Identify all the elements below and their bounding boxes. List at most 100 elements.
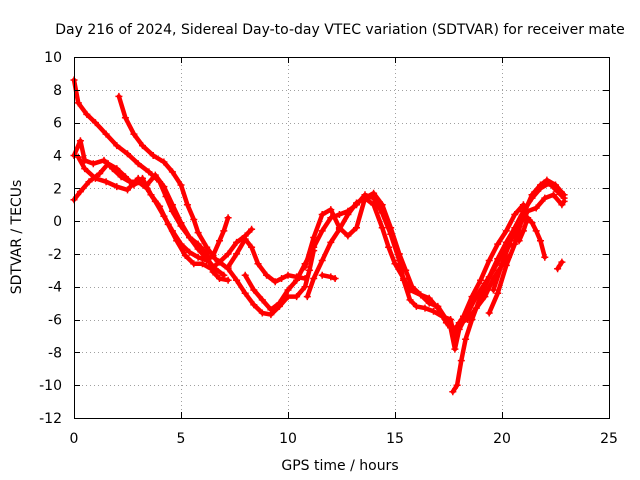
data-point-plus [81, 165, 89, 173]
data-point-plus [541, 194, 549, 202]
data-point-plus [121, 173, 129, 181]
data-point-plus [485, 309, 493, 317]
tick-labels: 0 5 10 15 20 25 -12 -10 -8 -6 -4 -2 0 2 4 6 8 10 [39, 50, 618, 447]
data-point-plus [91, 174, 99, 182]
data-point-plus [502, 227, 510, 235]
data-point-plus [502, 261, 510, 269]
data-point-plus [331, 275, 339, 282]
data-point-plus [303, 293, 311, 301]
data-point-plus [216, 237, 223, 245]
data-point-plus [560, 191, 568, 199]
y-tick-label: -4 [48, 280, 62, 296]
data-point-plus [241, 235, 249, 243]
data-point-plus [453, 381, 461, 389]
data-point-plus [74, 99, 82, 107]
x-tick-label: 5 [177, 431, 186, 447]
series-track-14 [515, 214, 549, 261]
data-point-plus [460, 312, 467, 320]
data-point-plus [400, 275, 408, 282]
data-point-plus [494, 255, 502, 263]
data-point-plus [74, 153, 82, 161]
data-point-plus [181, 252, 189, 259]
data-point-plus [134, 174, 142, 182]
data-point-plus [485, 273, 493, 281]
data-point-plus [421, 304, 429, 312]
series-track-10 [318, 271, 339, 282]
data-point-plus [318, 211, 326, 218]
data-point-plus [310, 275, 318, 282]
data-point-plus [344, 211, 352, 218]
series-line [450, 181, 567, 394]
data-point-plus [248, 243, 256, 251]
data-point-plus [494, 289, 502, 297]
data-point-plus [554, 265, 562, 273]
data-point-plus [194, 240, 202, 248]
data-point-plus [385, 243, 393, 251]
data-point-plus [216, 258, 223, 266]
data-point-plus [318, 227, 326, 235]
data-point-plus [462, 335, 470, 343]
x-tick-label: 20 [493, 431, 511, 447]
data-point-plus [528, 191, 536, 199]
plot-frame [74, 57, 610, 419]
data-point-plus [216, 275, 223, 282]
data-point-plus [203, 250, 211, 258]
data-point-plus [451, 345, 459, 353]
series-track-4 [70, 160, 256, 273]
data-point-plus [549, 191, 557, 199]
data-point-plus [293, 293, 301, 301]
x-axis-title: GPS time / hours [281, 458, 398, 474]
y-tick-label: -12 [39, 411, 62, 427]
series-line [491, 192, 567, 293]
data-point-plus [177, 181, 185, 189]
data-point-plus [515, 237, 523, 245]
data-point-plus [134, 160, 142, 168]
data-point-plus [147, 191, 155, 199]
y-tick-label: -6 [48, 313, 62, 329]
data-point-plus [121, 114, 129, 122]
y-tick-label: 4 [53, 148, 62, 164]
data-point-plus [537, 181, 544, 189]
data-series [70, 76, 568, 396]
data-point-plus [76, 137, 84, 145]
data-point-plus [160, 183, 168, 191]
y-tick-label: 0 [53, 214, 62, 230]
data-point-plus [113, 165, 121, 173]
data-point-plus [173, 237, 181, 245]
series-track-11 [449, 179, 568, 396]
data-point-plus [250, 301, 258, 309]
data-point-plus [468, 316, 476, 323]
data-point-plus [76, 188, 84, 196]
data-point-plus [160, 158, 168, 166]
axis-ticks [74, 57, 610, 419]
data-point-plus [275, 299, 283, 307]
data-point-plus [186, 248, 194, 256]
data-point-plus [406, 296, 414, 304]
data-point-plus [224, 263, 232, 271]
data-point-plus [442, 316, 450, 323]
data-point-plus [124, 150, 131, 158]
series-line [116, 94, 316, 317]
data-point-plus [335, 211, 343, 218]
data-point-plus [387, 224, 395, 232]
series-track-2 [115, 92, 318, 319]
data-point-plus [156, 202, 164, 210]
data-point-plus [370, 201, 378, 209]
data-point-plus [284, 271, 292, 279]
data-point-plus [524, 214, 532, 222]
x-tick-label: 25 [600, 431, 618, 447]
data-point-plus [344, 232, 352, 240]
data-point-plus [224, 214, 232, 222]
data-point-plus [327, 238, 335, 246]
series-track-9 [303, 189, 527, 333]
data-point-plus [370, 189, 378, 197]
data-point-plus [220, 227, 228, 235]
y-tick-label: -2 [48, 247, 62, 263]
series-track-5 [74, 153, 232, 284]
data-point-plus [124, 186, 131, 194]
x-tick-label: 15 [386, 431, 404, 447]
data-point-plus [209, 268, 217, 276]
data-point-plus [203, 243, 211, 251]
data-point-plus [113, 142, 121, 150]
data-point-plus [402, 266, 410, 274]
